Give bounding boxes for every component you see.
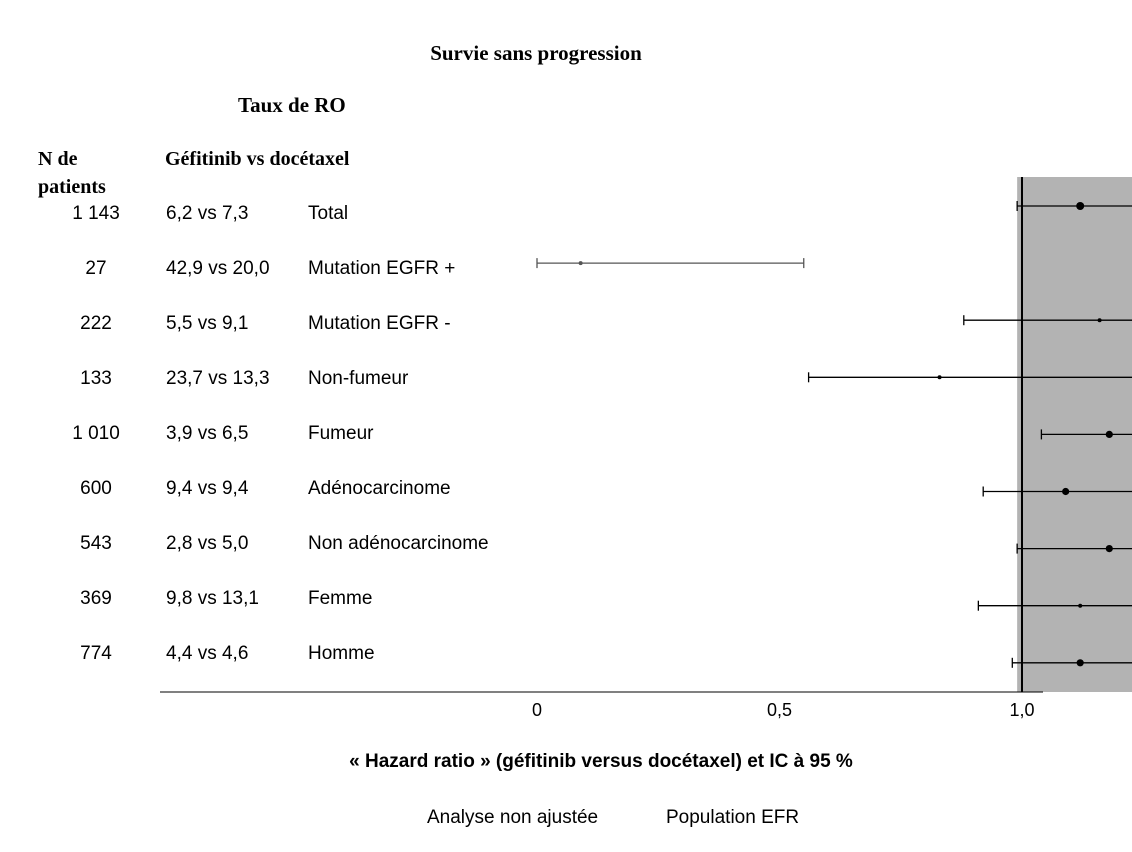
- hr-point: [1105, 430, 1113, 438]
- ci-mark: [807, 372, 1132, 383]
- x-axis-ticks: 00,51,01,52,0: [532, 700, 1035, 720]
- row-rates: 9,4 vs 9,4: [166, 478, 249, 499]
- row-label: Fumeur: [308, 423, 374, 444]
- header-taux-de-ro: Taux de RO: [238, 93, 346, 117]
- row-rates: 3,9 vs 6,5: [166, 423, 249, 444]
- ci-mark: [1016, 201, 1132, 211]
- row-rates: 23,7 vs 13,3: [166, 368, 270, 389]
- row-rates: 4,4 vs 4,6: [166, 643, 249, 664]
- row-label: Mutation EGFR +: [308, 258, 456, 279]
- row-label: Femme: [308, 588, 373, 609]
- ci-mark: [977, 600, 1132, 611]
- ci-mark: [1016, 543, 1132, 554]
- hr-point: [937, 375, 942, 380]
- row-n-patients: 600: [80, 478, 112, 499]
- ci-mark: [982, 486, 1132, 497]
- ci-mark: [963, 315, 1132, 326]
- row-rates: 2,8 vs 5,0: [166, 533, 249, 554]
- x-tick-label: 1,0: [1009, 700, 1034, 720]
- x-axis-title: « Hazard ratio » (géfitinib versus docét…: [349, 751, 853, 772]
- x-tick-label: 0: [532, 700, 542, 720]
- header-gefitinib-vs-docetaxel: Géfitinib vs docétaxel: [165, 148, 350, 170]
- header-n-patients-line2: patients: [38, 176, 106, 198]
- row-n-patients: 543: [80, 533, 112, 554]
- hr-point: [1076, 202, 1085, 210]
- footnote-population: Population EFR: [666, 807, 800, 828]
- row-label: Adénocarcinome: [308, 478, 451, 499]
- ci-mark: [536, 258, 805, 269]
- header-n-patients-line1: N de: [38, 148, 78, 170]
- row-n-patients: 133: [80, 368, 112, 389]
- ci-mark: [1011, 657, 1132, 668]
- hr-point: [1078, 603, 1083, 608]
- forest-marks: [536, 201, 1132, 668]
- x-tick-label: 0,5: [767, 700, 792, 720]
- footnote-analyse: Analyse non ajustée: [427, 807, 599, 828]
- row-rates: 9,8 vs 13,1: [166, 588, 259, 609]
- hr-point: [1097, 318, 1102, 323]
- row-rates: 5,5 vs 9,1: [166, 313, 249, 334]
- ci-mark: [1040, 429, 1132, 440]
- row-label: Homme: [308, 643, 375, 664]
- chart-title: Survie sans progression: [430, 41, 642, 65]
- row-rates: 6,2 vs 7,3: [166, 203, 249, 224]
- row-n-patients: 369: [80, 588, 112, 609]
- row-n-patients: 774: [80, 643, 112, 664]
- hr-point: [1105, 545, 1113, 553]
- row-n-patients: 1 010: [72, 423, 120, 444]
- row-n-patients: 222: [80, 313, 112, 334]
- row-rates: 42,9 vs 20,0: [166, 258, 270, 279]
- row-n-patients: 1 143: [72, 203, 120, 224]
- hr-point: [578, 261, 583, 266]
- row-n-patients: 27: [85, 258, 107, 279]
- row-label: Total: [308, 203, 349, 224]
- hr-point: [1062, 487, 1070, 496]
- row-label: Mutation EGFR -: [308, 313, 451, 334]
- row-label: Non adénocarcinome: [308, 533, 489, 554]
- hr-point: [1076, 659, 1084, 667]
- row-label: Non-fumeur: [308, 368, 409, 389]
